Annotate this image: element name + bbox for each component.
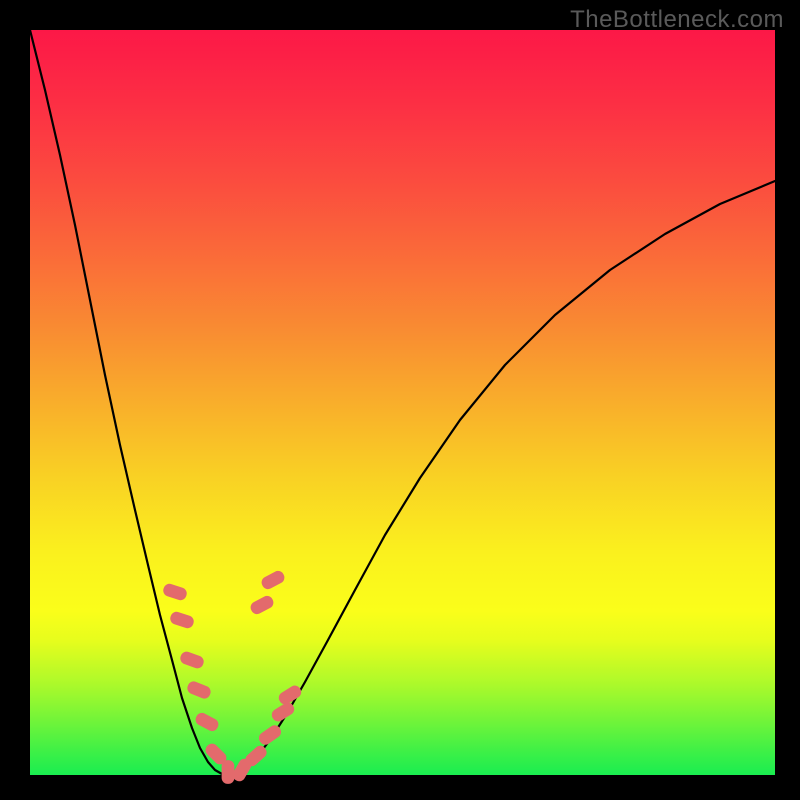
gradient-background [30,30,775,775]
chart-container: { "watermark": { "text": "TheBottleneck.… [0,0,800,800]
bottleneck-chart [0,0,800,800]
watermark-text: TheBottleneck.com [570,6,784,34]
data-dot [222,760,235,784]
